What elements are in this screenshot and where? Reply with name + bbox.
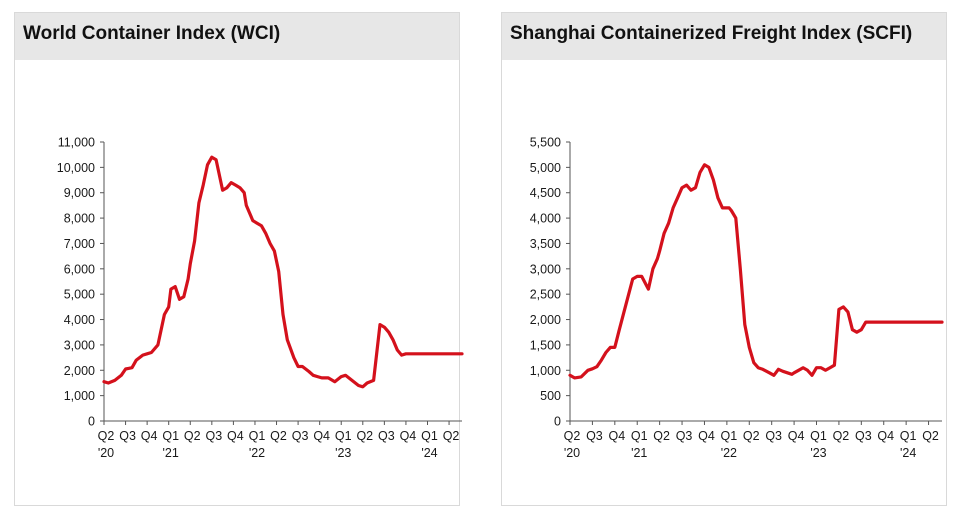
scfi-chart-panel: Shanghai Containerized Freight Index (SC…: [501, 12, 947, 506]
scfi-y-tick-label: 1,000: [530, 364, 561, 378]
wci-x-tick-label: Q4: [313, 429, 330, 443]
scfi-x-tick-label: Q3: [765, 429, 782, 443]
scfi-x-year-label: '20: [564, 446, 580, 460]
wci-x-year-label: '20: [98, 446, 114, 460]
scfi-chart-title: Shanghai Containerized Freight Index (SC…: [502, 13, 946, 60]
wci-y-tick-label: 3,000: [64, 338, 95, 352]
wci-y-tick-label: 2,000: [64, 364, 95, 378]
wci-x-tick-label: Q2: [184, 429, 201, 443]
scfi-x-tick-label: Q4: [608, 429, 625, 443]
scfi-x-tick-label: Q4: [877, 429, 894, 443]
wci-y-tick-label: 0: [88, 415, 95, 429]
wci-x-tick-label: Q1: [421, 429, 438, 443]
scfi-x-tick-label: Q1: [810, 429, 827, 443]
wci-y-tick-label: 7,000: [64, 237, 95, 251]
scfi-x-year-label: '22: [721, 446, 737, 460]
scfi-x-year-label: '21: [631, 446, 647, 460]
wci-x-tick-label: Q2: [356, 429, 373, 443]
wci-x-year-label: '24: [421, 446, 437, 460]
wci-x-tick-label: Q4: [227, 429, 244, 443]
wci-y-tick-label: 9,000: [64, 186, 95, 200]
scfi-y-tick-label: 2,500: [530, 288, 561, 302]
wci-y-tick-label: 11,000: [58, 136, 95, 150]
scfi-x-year-label: '23: [810, 446, 826, 460]
scfi-y-tick-label: 4,500: [530, 186, 561, 200]
scfi-x-tick-label: Q3: [855, 429, 872, 443]
scfi-x-year-label: '24: [900, 446, 916, 460]
wci-x-tick-label: Q3: [205, 429, 222, 443]
scfi-x-tick-label: Q4: [698, 429, 715, 443]
scfi-x-tick-label: Q2: [743, 429, 760, 443]
scfi-y-tick-label: 5,500: [530, 136, 561, 150]
wci-y-tick-label: 10,000: [57, 161, 95, 175]
wci-x-year-label: '22: [249, 446, 265, 460]
wci-x-tick-label: Q4: [400, 429, 417, 443]
wci-x-tick-label: Q1: [335, 429, 352, 443]
wci-x-year-label: '23: [335, 446, 351, 460]
scfi-x-tick-label: Q2: [564, 429, 581, 443]
wci-x-tick-label: Q1: [162, 429, 179, 443]
scfi-x-tick-label: Q2: [653, 429, 670, 443]
scfi-y-tick-label: 3,500: [530, 237, 561, 251]
wci-x-tick-label: Q2: [443, 429, 460, 443]
scfi-x-tick-label: Q1: [721, 429, 738, 443]
scfi-x-tick-label: Q1: [900, 429, 917, 443]
scfi-x-tick-label: Q2: [922, 429, 939, 443]
wci-x-tick-label: Q3: [378, 429, 395, 443]
scfi-x-tick-label: Q3: [586, 429, 603, 443]
wci-x-tick-label: Q1: [249, 429, 266, 443]
wci-chart-title: World Container Index (WCI): [15, 13, 459, 60]
scfi-x-tick-label: Q3: [676, 429, 693, 443]
wci-x-tick-label: Q4: [141, 429, 158, 443]
wci-x-tick-label: Q3: [292, 429, 309, 443]
wci-y-tick-label: 6,000: [64, 262, 95, 276]
wci-y-tick-label: 4,000: [64, 313, 95, 327]
scfi-y-tick-label: 0: [554, 415, 561, 429]
wci-series-line: [102, 155, 464, 389]
scfi-y-tick-label: 1,500: [530, 338, 561, 352]
scfi-y-tick-label: 500: [540, 389, 561, 403]
wci-y-tick-label: 8,000: [64, 212, 95, 226]
scfi-x-tick-label: Q1: [631, 429, 648, 443]
wci-x-tick-label: Q2: [270, 429, 287, 443]
wci-x-tick-label: Q2: [98, 429, 115, 443]
scfi-x-tick-label: Q4: [788, 429, 805, 443]
wci-y-tick-label: 5,000: [64, 288, 95, 302]
scfi-y-tick-label: 5,000: [530, 161, 561, 175]
wci-chart: 0 1,000 2,000 3,000 4,000 5,000 6,000 7,000 8,00…: [57, 136, 464, 460]
wci-x-year-label: '21: [163, 446, 179, 460]
scfi-y-tick-label: 2,000: [530, 313, 561, 327]
wci-chart-panel: World Container Index (WCI): [14, 12, 460, 506]
scfi-y-tick-label: 3,000: [530, 262, 561, 276]
scfi-series-line: [568, 163, 944, 380]
scfi-y-tick-label: 4,000: [530, 212, 561, 226]
wci-x-tick-label: Q3: [119, 429, 136, 443]
scfi-x-tick-label: Q2: [833, 429, 850, 443]
wci-y-tick-label: 1,000: [64, 389, 95, 403]
scfi-chart: 0 500 1,000 1,500 2,000 2,500 3,000 3,500 4,000 4…: [530, 136, 944, 460]
